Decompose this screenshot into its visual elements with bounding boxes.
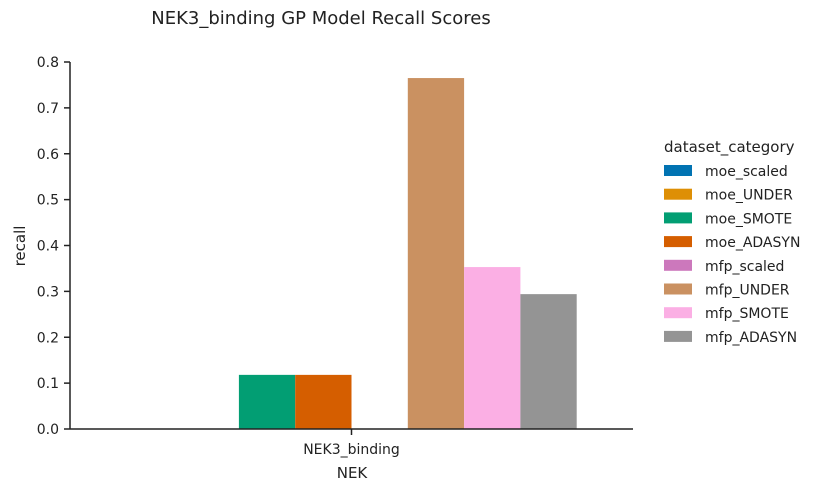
legend-label: moe_ADASYN xyxy=(705,235,800,251)
legend-swatch xyxy=(664,236,692,248)
x-axis-label: NEK xyxy=(337,464,369,482)
y-tick-label: 0.5 xyxy=(37,193,59,209)
legend-label: mfp_ADASYN xyxy=(705,330,797,346)
y-tick-label: 0.8 xyxy=(37,55,59,71)
chart-title: NEK3_binding GP Model Recall Scores xyxy=(151,8,490,29)
bar-moe-adasyn xyxy=(295,374,352,429)
legend-label: moe_UNDER xyxy=(705,188,793,204)
y-tick-label: 0.6 xyxy=(37,147,59,163)
legend-swatch xyxy=(664,212,692,224)
bar-mfp-smote xyxy=(464,267,521,429)
y-tick-label: 0.7 xyxy=(37,101,59,117)
legend-label: moe_scaled xyxy=(705,164,788,180)
legend-title: dataset_category xyxy=(664,138,795,157)
x-ticks: NEK3_binding xyxy=(303,429,400,458)
legend-swatch xyxy=(664,330,692,342)
y-tick-label: 0.2 xyxy=(37,330,59,346)
legend-label: mfp_SMOTE xyxy=(705,306,789,322)
bars xyxy=(238,78,577,430)
bar-mfp-under xyxy=(407,78,465,430)
y-tick-label: 0.1 xyxy=(37,376,59,392)
y-tick-label: 0.3 xyxy=(37,284,59,300)
bar-moe-smote xyxy=(238,374,296,429)
y-axis-label: recall xyxy=(11,226,29,267)
legend-swatch xyxy=(664,165,692,176)
legend-swatch xyxy=(664,283,692,295)
legend: dataset_category moe_scaled moe_UNDER moe_… xyxy=(664,138,800,346)
y-tick-label: 0.4 xyxy=(37,239,59,255)
bar-mfp-adasyn xyxy=(520,294,577,429)
legend-label: mfp_scaled xyxy=(705,259,784,275)
legend-swatch xyxy=(664,307,692,319)
y-axis: 0.0 0.1 0.2 0.3 0.4 0.5 0.6 0.7 0.8 xyxy=(37,55,71,438)
legend-label: mfp_UNDER xyxy=(705,283,790,299)
legend-swatch xyxy=(664,259,692,271)
x-axis: NEK3_binding xyxy=(70,428,633,458)
y-tick-label: 0.0 xyxy=(37,422,59,438)
legend-label: moe_SMOTE xyxy=(705,211,792,227)
legend-swatch xyxy=(664,188,692,200)
x-tick-label: NEK3_binding xyxy=(303,442,400,458)
y-ticks: 0.0 0.1 0.2 0.3 0.4 0.5 0.6 0.7 0.8 xyxy=(37,55,70,438)
